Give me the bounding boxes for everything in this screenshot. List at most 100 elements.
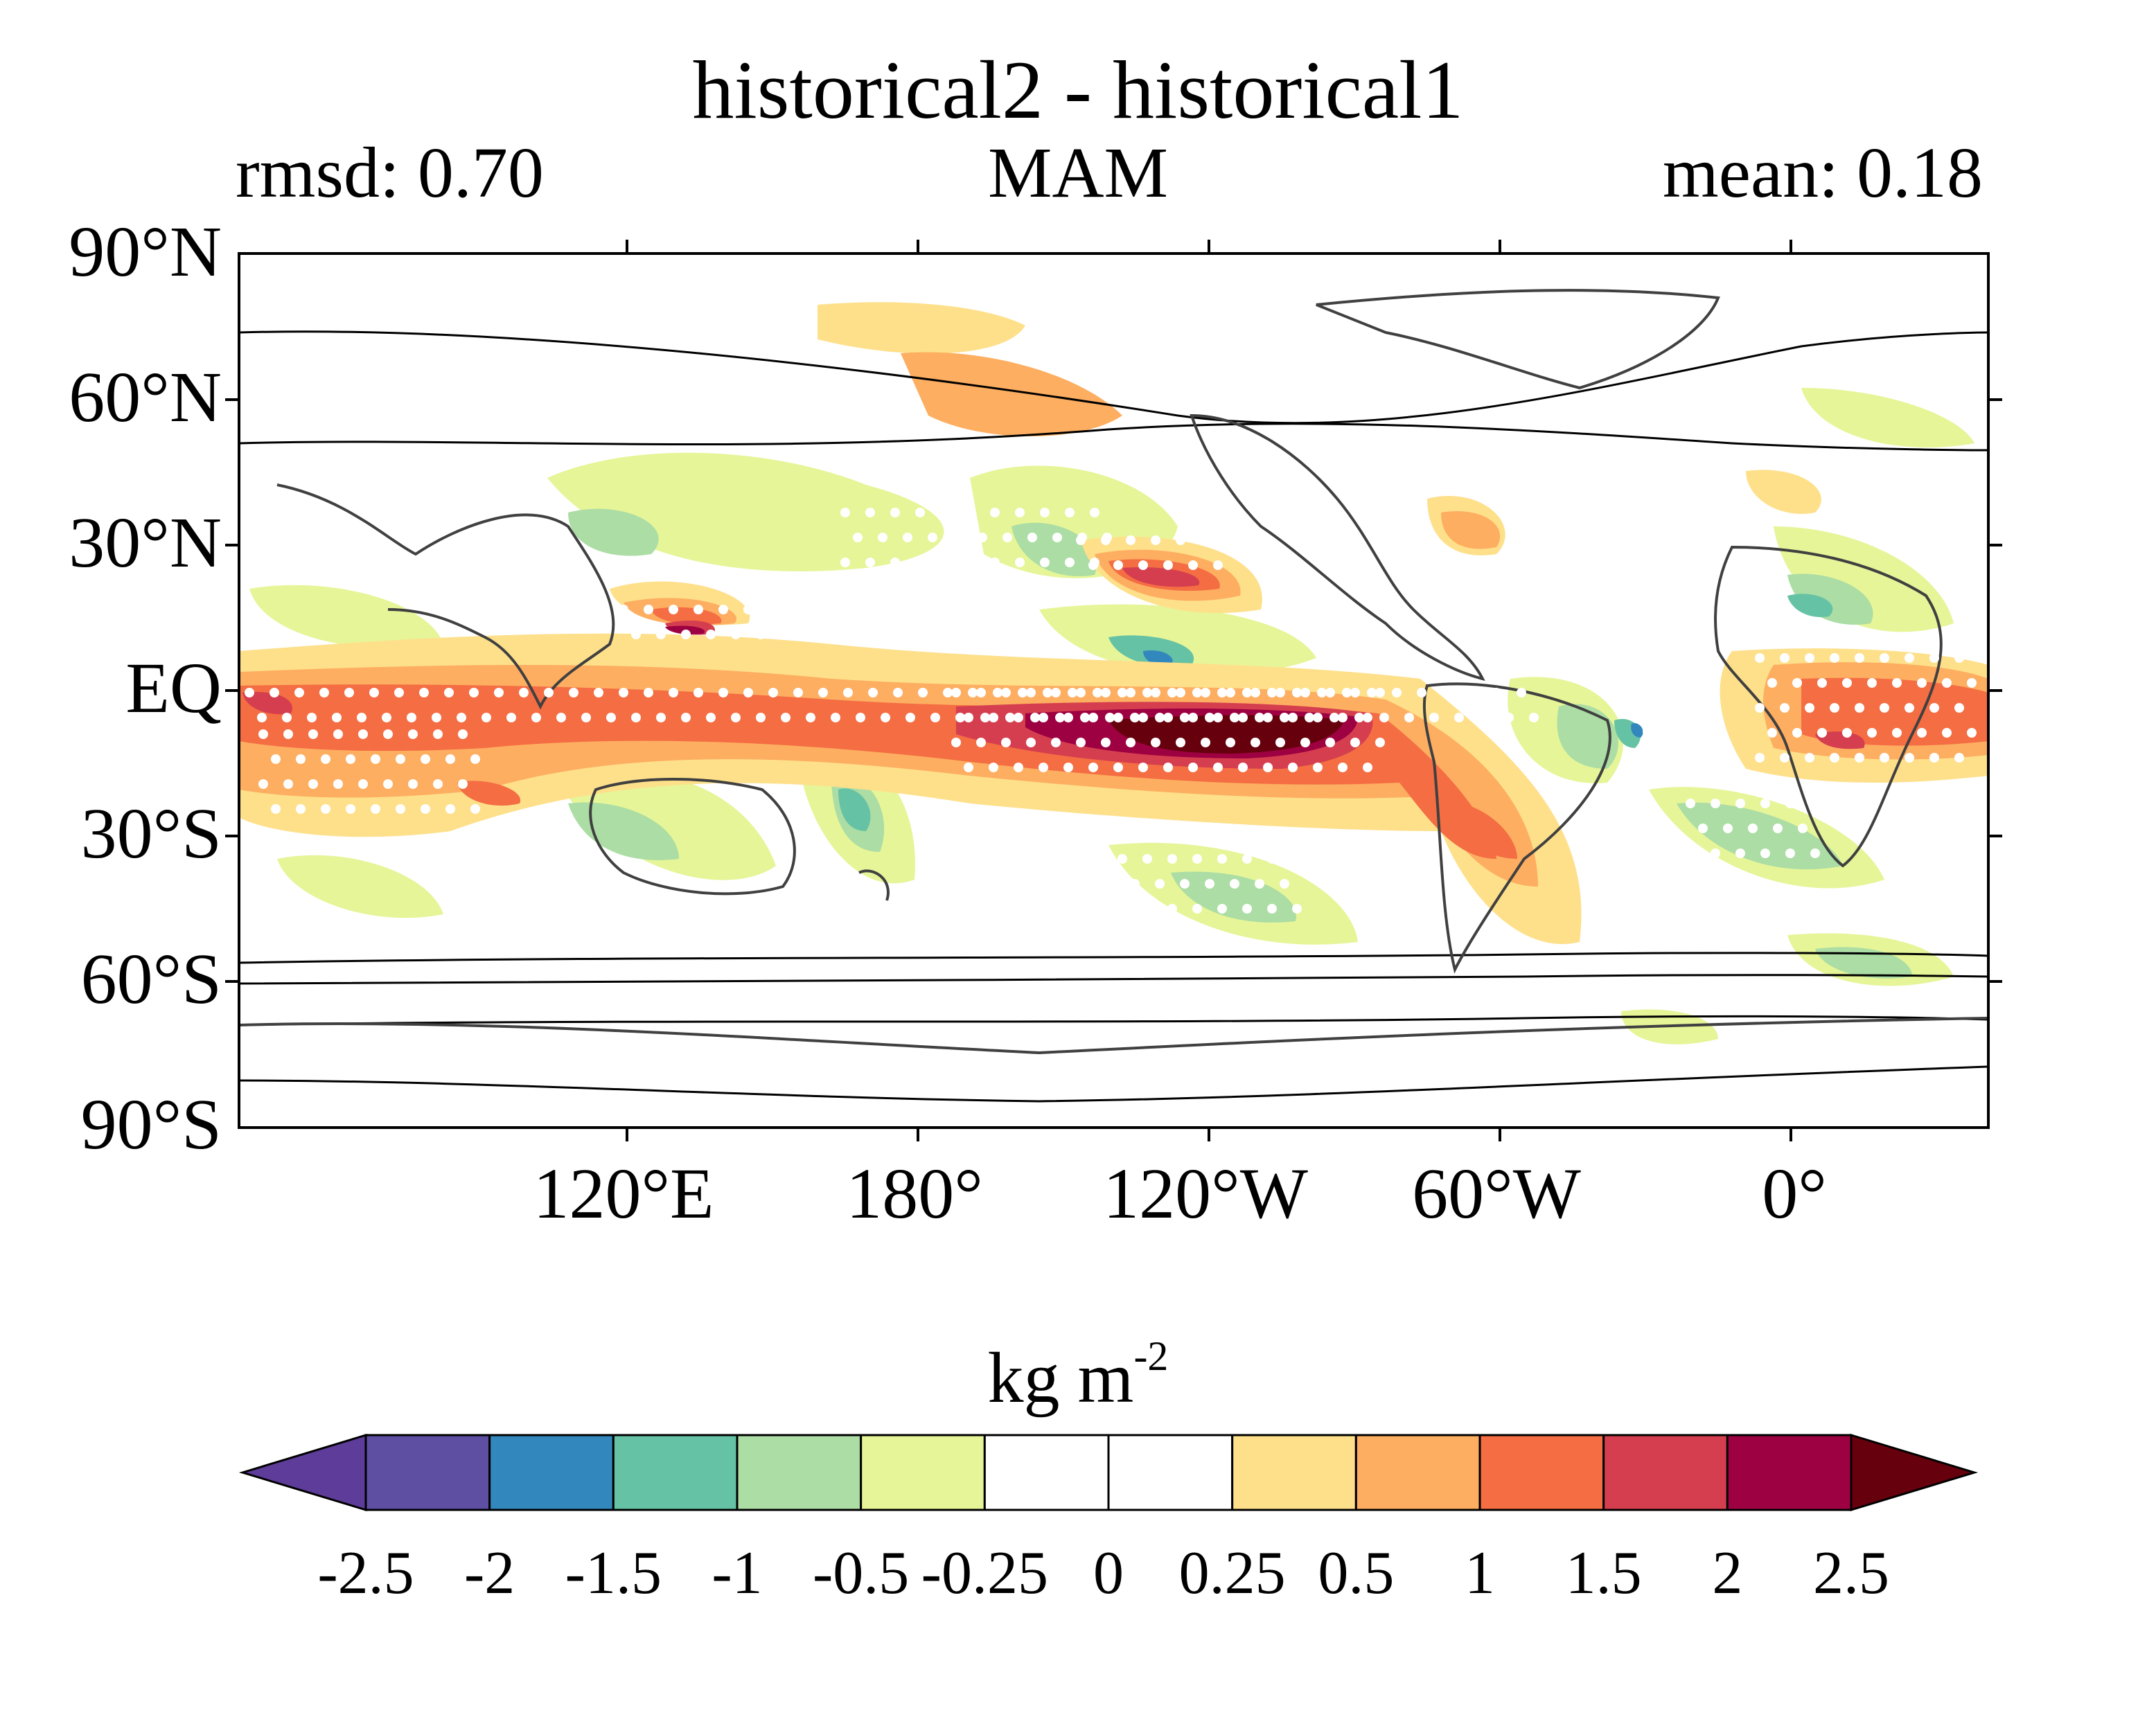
stipple-dot (383, 779, 393, 789)
stipple-dot (296, 754, 306, 764)
stipple-dot (1126, 535, 1136, 545)
stipple-dot (1767, 728, 1777, 738)
stipple-dot (433, 779, 443, 789)
stipple-dot (1113, 560, 1123, 570)
stipple-dot (394, 688, 404, 697)
stipple-dot (1855, 703, 1864, 713)
colorbar-swatch (860, 1434, 986, 1511)
stipple-dot (1117, 904, 1127, 914)
stipple-dot (1805, 753, 1814, 763)
stipple-dot (1363, 763, 1372, 772)
stipple-dot (457, 713, 466, 722)
stipple-dot (396, 804, 405, 814)
stipple-dot (1142, 854, 1152, 864)
stipple-dot (494, 688, 504, 697)
stipple-dot (990, 508, 1000, 517)
coastlines (239, 289, 1988, 1055)
stipple-dot (1429, 713, 1439, 722)
stipple-dot (1088, 713, 1098, 722)
stipple-dot (1643, 727, 1652, 736)
stipple-dot (644, 605, 653, 614)
colorbar-extend-high (1850, 1433, 1979, 1512)
stipple-dot (781, 713, 790, 722)
colorbar-units: kg m-2 (0, 1335, 2156, 1414)
stipple-dot (1076, 688, 1086, 697)
stipple-dot (1263, 713, 1273, 722)
stipple-dot (1929, 753, 1939, 763)
stipple-dot (445, 754, 455, 764)
stipple-dot (865, 558, 875, 567)
stipple-dot (1242, 854, 1252, 864)
stipple-dot (731, 630, 741, 639)
stipple-dot (594, 688, 603, 697)
stipple-dot (1030, 713, 1040, 722)
stipple-dot (1354, 713, 1364, 722)
lat-label-90n: 90°N (69, 212, 222, 292)
stipple-dot (1090, 558, 1099, 567)
stipple-dot (470, 804, 480, 814)
stipple-dot (989, 713, 998, 722)
stipple-dot (1748, 824, 1758, 833)
stipple-dot (1176, 535, 1185, 545)
stipple-dot (1375, 738, 1385, 747)
stipple-dot (1176, 688, 1185, 697)
stipple-dot (1205, 713, 1214, 722)
stipple-dot (619, 688, 628, 697)
stipple-dot (890, 558, 900, 567)
stipple-dot (1917, 728, 1927, 738)
stipple-dot (1043, 688, 1052, 697)
stipple-dot (1280, 879, 1289, 889)
stipple-dot (1101, 738, 1111, 747)
stipple-dot (1126, 738, 1136, 747)
stipple-dot (978, 533, 987, 542)
stipple-dot (1292, 688, 1302, 697)
stipple-dot (840, 508, 850, 517)
stipple-dot (1780, 753, 1790, 763)
stipple-dot (1735, 848, 1745, 858)
lat-label-60s: 60°S (80, 939, 222, 1019)
stipple-dot (421, 804, 430, 814)
stipple-dot (1213, 763, 1223, 772)
stipple-dot (756, 630, 766, 639)
field-mid-green (568, 508, 1912, 979)
stipple-dot (569, 688, 578, 697)
stipple-dot (408, 729, 418, 739)
colorbar-tick-label: 1 (1465, 1540, 1495, 1607)
stipple-dot (1226, 738, 1235, 747)
stipple-dot (1917, 678, 1927, 688)
stipple-dot (1051, 738, 1061, 747)
stipple-dot (1063, 713, 1073, 722)
stipple-dot (1213, 713, 1223, 722)
stipple-dot (693, 688, 703, 697)
stipple-dot (1350, 688, 1360, 697)
stipple-dot (1342, 688, 1352, 697)
stipple-dot (307, 713, 317, 722)
stipple-dot (1014, 713, 1023, 722)
stipple-dot (1630, 751, 1640, 761)
stipple-dot (681, 630, 691, 639)
stipple-dot (768, 688, 778, 697)
stipple-dot (1780, 653, 1790, 663)
stipple-dot (1163, 713, 1173, 722)
stipple-dot (1201, 738, 1210, 747)
stipple-dot (1655, 751, 1665, 761)
stipple-dot (993, 688, 1002, 697)
stipple-dot (407, 713, 416, 722)
mean-label: mean: 0.18 (1662, 133, 1983, 213)
stipple-dot (953, 533, 962, 542)
stipple-dot (1479, 713, 1489, 722)
stipple-dot (1830, 703, 1839, 713)
stipple-dot (1404, 713, 1414, 722)
stipple-dot (1325, 688, 1335, 697)
stipple-dot (1338, 713, 1348, 722)
stipple-dot (1755, 653, 1765, 663)
stipple-dot (1163, 763, 1173, 772)
stipple-dot (951, 738, 961, 747)
stipple-dot (840, 558, 850, 567)
lat-label-eq: EQ (125, 648, 222, 728)
stipple-dot (1005, 713, 1015, 722)
stipple-dot (1014, 763, 1023, 772)
lon-label-180: 180° (846, 1154, 983, 1234)
stipple-dot (1255, 879, 1264, 889)
stipple-dot (421, 754, 430, 764)
